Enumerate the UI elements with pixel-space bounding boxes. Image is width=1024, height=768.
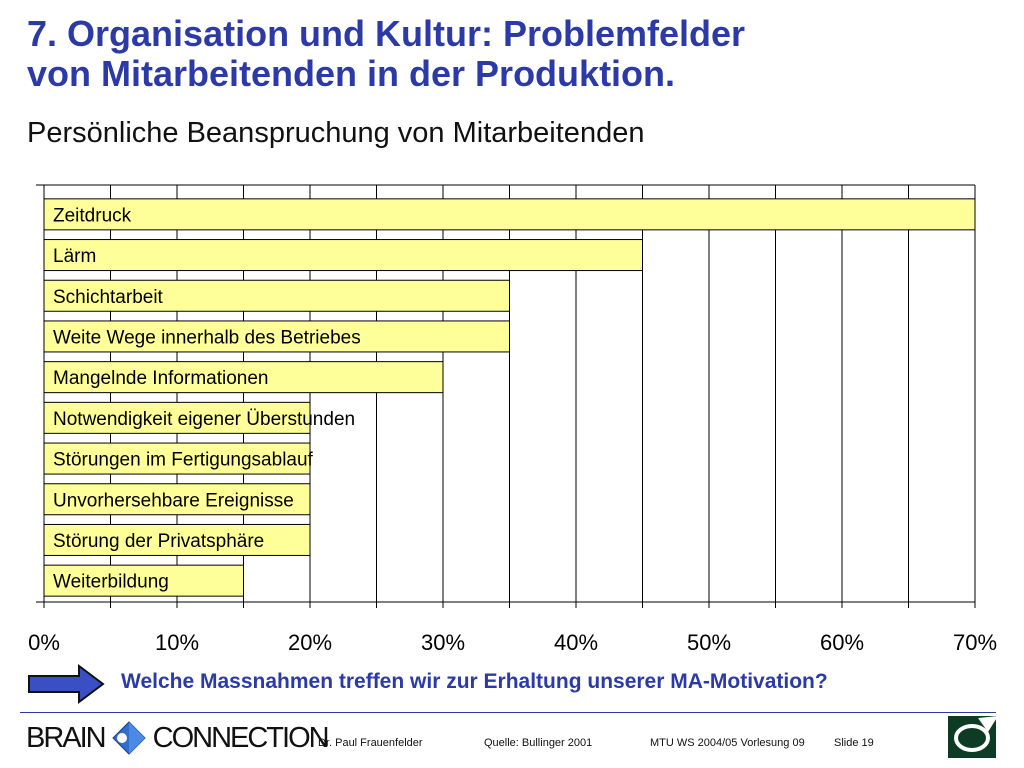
footer-source: Quelle: Bullinger 2001 bbox=[484, 737, 593, 749]
bar bbox=[43, 320, 510, 353]
bar-chart: Zeitdruck Lärm Schichtarbeit Weite Wege inn… bbox=[28, 184, 997, 655]
bar-label: Weite Wege innerhalb des Betriebes bbox=[53, 327, 361, 348]
bar bbox=[43, 483, 311, 516]
bar-label: Störung der Privatsphäre bbox=[53, 531, 264, 552]
bar-label: Mangelnde Informationen bbox=[53, 368, 268, 389]
x-tick-label: 10% bbox=[155, 630, 199, 655]
bar bbox=[43, 401, 311, 434]
bar-label: Lärm bbox=[53, 246, 96, 267]
x-tick-label: 20% bbox=[288, 630, 332, 655]
x-tick-label: 70% bbox=[953, 630, 997, 655]
slide-title-line-2: von Mitarbeitenden in der Produktion. bbox=[27, 53, 676, 94]
bar bbox=[43, 198, 976, 231]
brand-right-text: CONNECTION bbox=[152, 721, 330, 754]
x-tick-label: 30% bbox=[421, 630, 465, 655]
slide-subtitle: Persönliche Beanspruchung von Mitarbeite… bbox=[27, 117, 645, 149]
footer-course: MTU WS 2004/05 Vorlesung 09 bbox=[650, 737, 805, 749]
bar-label: Weiterbildung bbox=[53, 572, 169, 593]
bar-label: Zeitdruck bbox=[53, 205, 132, 226]
bar bbox=[43, 279, 510, 312]
slide-title: 7. Organisation und Kultur: Problemfelde… bbox=[27, 14, 745, 94]
bar-label: Schichtarbeit bbox=[53, 287, 164, 308]
footer-divider bbox=[20, 712, 996, 713]
slide-title-line-1: 7. Organisation und Kultur: Problemfelde… bbox=[27, 13, 746, 54]
x-tick-label: 60% bbox=[820, 630, 864, 655]
bar bbox=[43, 442, 311, 475]
footer-author: Dr. Paul Frauenfelder bbox=[318, 737, 423, 749]
circle-arrow-logo-icon bbox=[948, 716, 998, 758]
bar-label: Notwendigkeit eigener Überstunden bbox=[53, 409, 355, 430]
footer-slide-number: Slide 19 bbox=[834, 737, 874, 749]
brand-left-text: BRAIN bbox=[26, 721, 107, 754]
bar bbox=[43, 564, 244, 597]
x-tick-label: 0% bbox=[28, 630, 60, 655]
motivation-question: Welche Massnahmen treffen wir zur Erhalt… bbox=[121, 670, 828, 693]
chart-bars bbox=[43, 198, 976, 597]
bar-label: Unvorhersehbare Ereignisse bbox=[53, 490, 294, 511]
bar bbox=[43, 239, 643, 272]
chart-bar-labels: Zeitdruck Lärm Schichtarbeit Weite Wege inn… bbox=[53, 205, 361, 592]
bar bbox=[43, 361, 444, 394]
brand-logo: BRAIN CONNECTION bbox=[26, 720, 330, 756]
chart-x-ticks: 0% 10% 20% 30% 40% 50% 60% 70% bbox=[28, 630, 997, 655]
arrow-right-icon bbox=[28, 664, 105, 704]
x-tick-label: 50% bbox=[687, 630, 731, 655]
bar bbox=[43, 523, 311, 556]
bar-label: Störungen im Fertigungsablauf bbox=[53, 450, 314, 471]
x-tick-label: 40% bbox=[554, 630, 598, 655]
puzzle-diamond-icon bbox=[111, 721, 146, 755]
